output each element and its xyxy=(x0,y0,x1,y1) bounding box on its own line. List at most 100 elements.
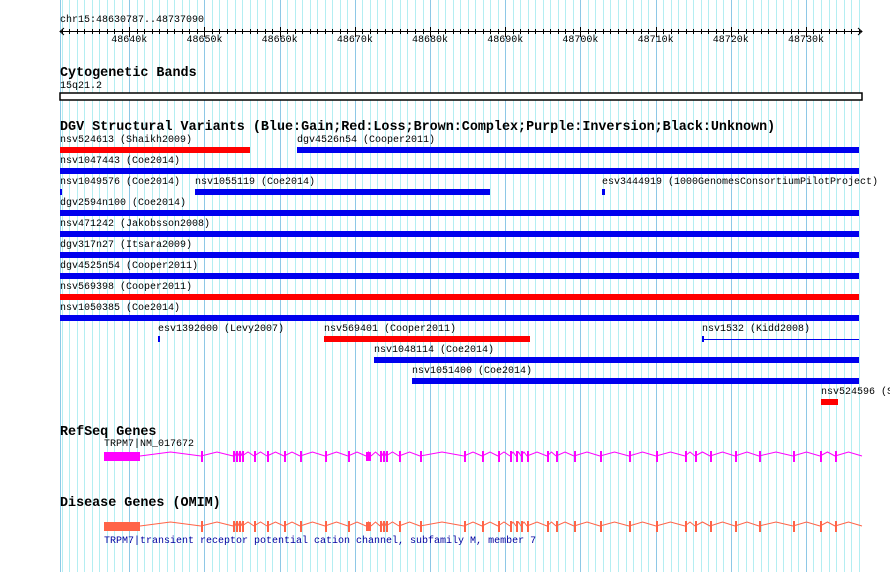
refseq-trpm7-exon[interactable] xyxy=(600,451,602,462)
omim-trpm7-exon[interactable] xyxy=(239,521,241,532)
dgv-feature-label[interactable]: esv1392000 (Levy2007) xyxy=(158,324,285,335)
refseq-trpm7-exon[interactable] xyxy=(835,451,837,462)
refseq-trpm7-exon[interactable] xyxy=(793,451,795,462)
dgv-feature-label[interactable]: dgv4526n54 (Cooper2011) xyxy=(297,135,436,146)
omim-trpm7-exon[interactable] xyxy=(267,521,269,532)
omim-trpm7-exon[interactable] xyxy=(820,521,822,532)
refseq-trpm7-exon[interactable] xyxy=(759,451,761,462)
omim-trpm7-exon[interactable] xyxy=(735,521,737,532)
refseq-trpm7-exon[interactable] xyxy=(464,451,466,462)
refseq-trpm7-exon[interactable] xyxy=(521,451,523,462)
dgv-feature-bar[interactable] xyxy=(60,147,250,153)
refseq-trpm7-exon[interactable] xyxy=(383,451,385,462)
refseq-trpm7-exon[interactable] xyxy=(420,451,422,462)
dgv-feature-bar[interactable] xyxy=(60,252,859,258)
refseq-trpm7-exon[interactable] xyxy=(366,452,371,461)
refseq-trpm7-exon[interactable] xyxy=(399,451,401,462)
omim-trpm7-exon[interactable] xyxy=(399,521,401,532)
dgv-feature-label[interactable]: nsv1047443 (Coe2014) xyxy=(60,156,181,167)
omim-trpm7-exon[interactable] xyxy=(380,521,382,532)
refseq-trpm7-exon[interactable] xyxy=(527,451,529,462)
dgv-feature-label[interactable]: nsv1532 (Kidd2008) xyxy=(702,324,811,335)
dgv-feature-bar[interactable] xyxy=(60,315,859,321)
omim-trpm7-exon[interactable] xyxy=(793,521,795,532)
dgv-feature-label[interactable]: nsv569401 (Cooper2011) xyxy=(324,324,457,335)
refseq-trpm7-exon[interactable] xyxy=(482,451,484,462)
omim-trpm7-exon[interactable] xyxy=(498,521,500,532)
dgv-feature-label[interactable]: dgv317n27 (Itsara2009) xyxy=(60,240,193,251)
omim-trpm7-exon[interactable] xyxy=(629,521,631,532)
omim-trpm7-utr-block[interactable] xyxy=(104,522,140,531)
omim-trpm7-exon[interactable] xyxy=(521,521,523,532)
refseq-trpm7-exon[interactable] xyxy=(685,451,687,462)
refseq-trpm7-exon[interactable] xyxy=(233,451,235,462)
omim-trpm7-exon[interactable] xyxy=(233,521,235,532)
refseq-trpm7-utr-block[interactable] xyxy=(104,452,140,461)
refseq-trpm7-exon[interactable] xyxy=(656,451,658,462)
omim-trpm7-exon[interactable] xyxy=(236,521,238,532)
dgv-feature-bar[interactable] xyxy=(60,273,859,279)
omim-trpm7-exon[interactable] xyxy=(685,521,687,532)
refseq-trpm7-exon[interactable] xyxy=(629,451,631,462)
refseq-trpm7-exon[interactable] xyxy=(267,451,269,462)
omim-trpm7-exon[interactable] xyxy=(556,521,558,532)
refseq-trpm7-exon[interactable] xyxy=(239,451,241,462)
dgv-feature-bar[interactable] xyxy=(374,357,859,363)
omim-trpm7-exon[interactable] xyxy=(527,521,529,532)
omim-trpm7-exon[interactable] xyxy=(656,521,658,532)
omim-trpm7-exon[interactable] xyxy=(547,521,549,532)
refseq-trpm7-exon[interactable] xyxy=(498,451,500,462)
dgv-feature-bar[interactable] xyxy=(60,210,859,216)
omim-trpm7-exon[interactable] xyxy=(300,521,302,532)
dgv-feature-bar[interactable] xyxy=(195,189,490,195)
dgv-feature-bar[interactable] xyxy=(297,147,859,153)
omim-trpm7-exon[interactable] xyxy=(284,521,286,532)
refseq-trpm7-exon[interactable] xyxy=(284,451,286,462)
dgv-feature-label[interactable]: esv3444919 (1000GenomesConsortiumPilotPr… xyxy=(602,177,879,188)
refseq-trpm7-exon[interactable] xyxy=(300,451,302,462)
refseq-trpm7-exon[interactable] xyxy=(254,451,256,462)
omim-trpm7-exon[interactable] xyxy=(348,521,350,532)
refseq-trpm7-exon[interactable] xyxy=(380,451,382,462)
dgv-feature-label[interactable]: nsv1048114 (Coe2014) xyxy=(374,345,495,356)
omim-trpm7-exon[interactable] xyxy=(516,521,518,532)
dgv-feature-bar[interactable] xyxy=(60,294,859,300)
dgv-feature-label[interactable]: nsv1049576 (Coe2014) xyxy=(60,177,181,188)
refseq-trpm7-exon[interactable] xyxy=(556,451,558,462)
refseq-trpm7-exon[interactable] xyxy=(510,451,512,462)
dgv-feature-bar[interactable] xyxy=(324,336,530,342)
omim-trpm7-exon[interactable] xyxy=(383,521,385,532)
dgv-feature-label[interactable]: nsv471242 (Jakobsson2008) xyxy=(60,219,211,230)
omim-trpm7-exon[interactable] xyxy=(366,522,371,531)
refseq-trpm7-exon[interactable] xyxy=(547,451,549,462)
refseq-trpm7-exon[interactable] xyxy=(820,451,822,462)
dgv-feature-label[interactable]: nsv569398 (Cooper2011) xyxy=(60,282,193,293)
refseq-trpm7-exon[interactable] xyxy=(348,451,350,462)
omim-trpm7-exon[interactable] xyxy=(759,521,761,532)
dgv-feature-label[interactable]: nsv1051400 (Coe2014) xyxy=(412,366,533,377)
refseq-trpm7-exon[interactable] xyxy=(201,451,203,462)
omim-trpm7-exon[interactable] xyxy=(386,521,388,532)
refseq-trpm7-exon[interactable] xyxy=(386,451,388,462)
refseq-trpm7-exon[interactable] xyxy=(735,451,737,462)
omim-trpm7-exon[interactable] xyxy=(464,521,466,532)
dgv-feature-label[interactable]: dgv2594n100 (Coe2014) xyxy=(60,198,187,209)
omim-trpm7-exon[interactable] xyxy=(710,521,712,532)
dgv-feature-label[interactable]: nsv1055119 (Coe2014) xyxy=(195,177,316,188)
cytoband-15q21-2[interactable] xyxy=(59,92,863,101)
refseq-trpm7-exon[interactable] xyxy=(325,451,327,462)
omim-trpm7-exon[interactable] xyxy=(482,521,484,532)
omim-trpm7-exon[interactable] xyxy=(420,521,422,532)
omim-trpm7-exon[interactable] xyxy=(695,521,697,532)
dgv-feature-bar[interactable] xyxy=(412,378,859,384)
omim-trpm7-exon[interactable] xyxy=(835,521,837,532)
omim-trpm7-exon[interactable] xyxy=(242,521,244,532)
refseq-trpm7-exon[interactable] xyxy=(236,451,238,462)
refseq-trpm7-exon[interactable] xyxy=(710,451,712,462)
dgv-feature-bar[interactable] xyxy=(158,336,160,342)
omim-trpm7-exon[interactable] xyxy=(574,521,576,532)
dgv-feature-bar[interactable] xyxy=(60,168,859,174)
refseq-trpm7-exon[interactable] xyxy=(574,451,576,462)
omim-trpm7-exon[interactable] xyxy=(201,521,203,532)
refseq-trpm7-exon[interactable] xyxy=(516,451,518,462)
